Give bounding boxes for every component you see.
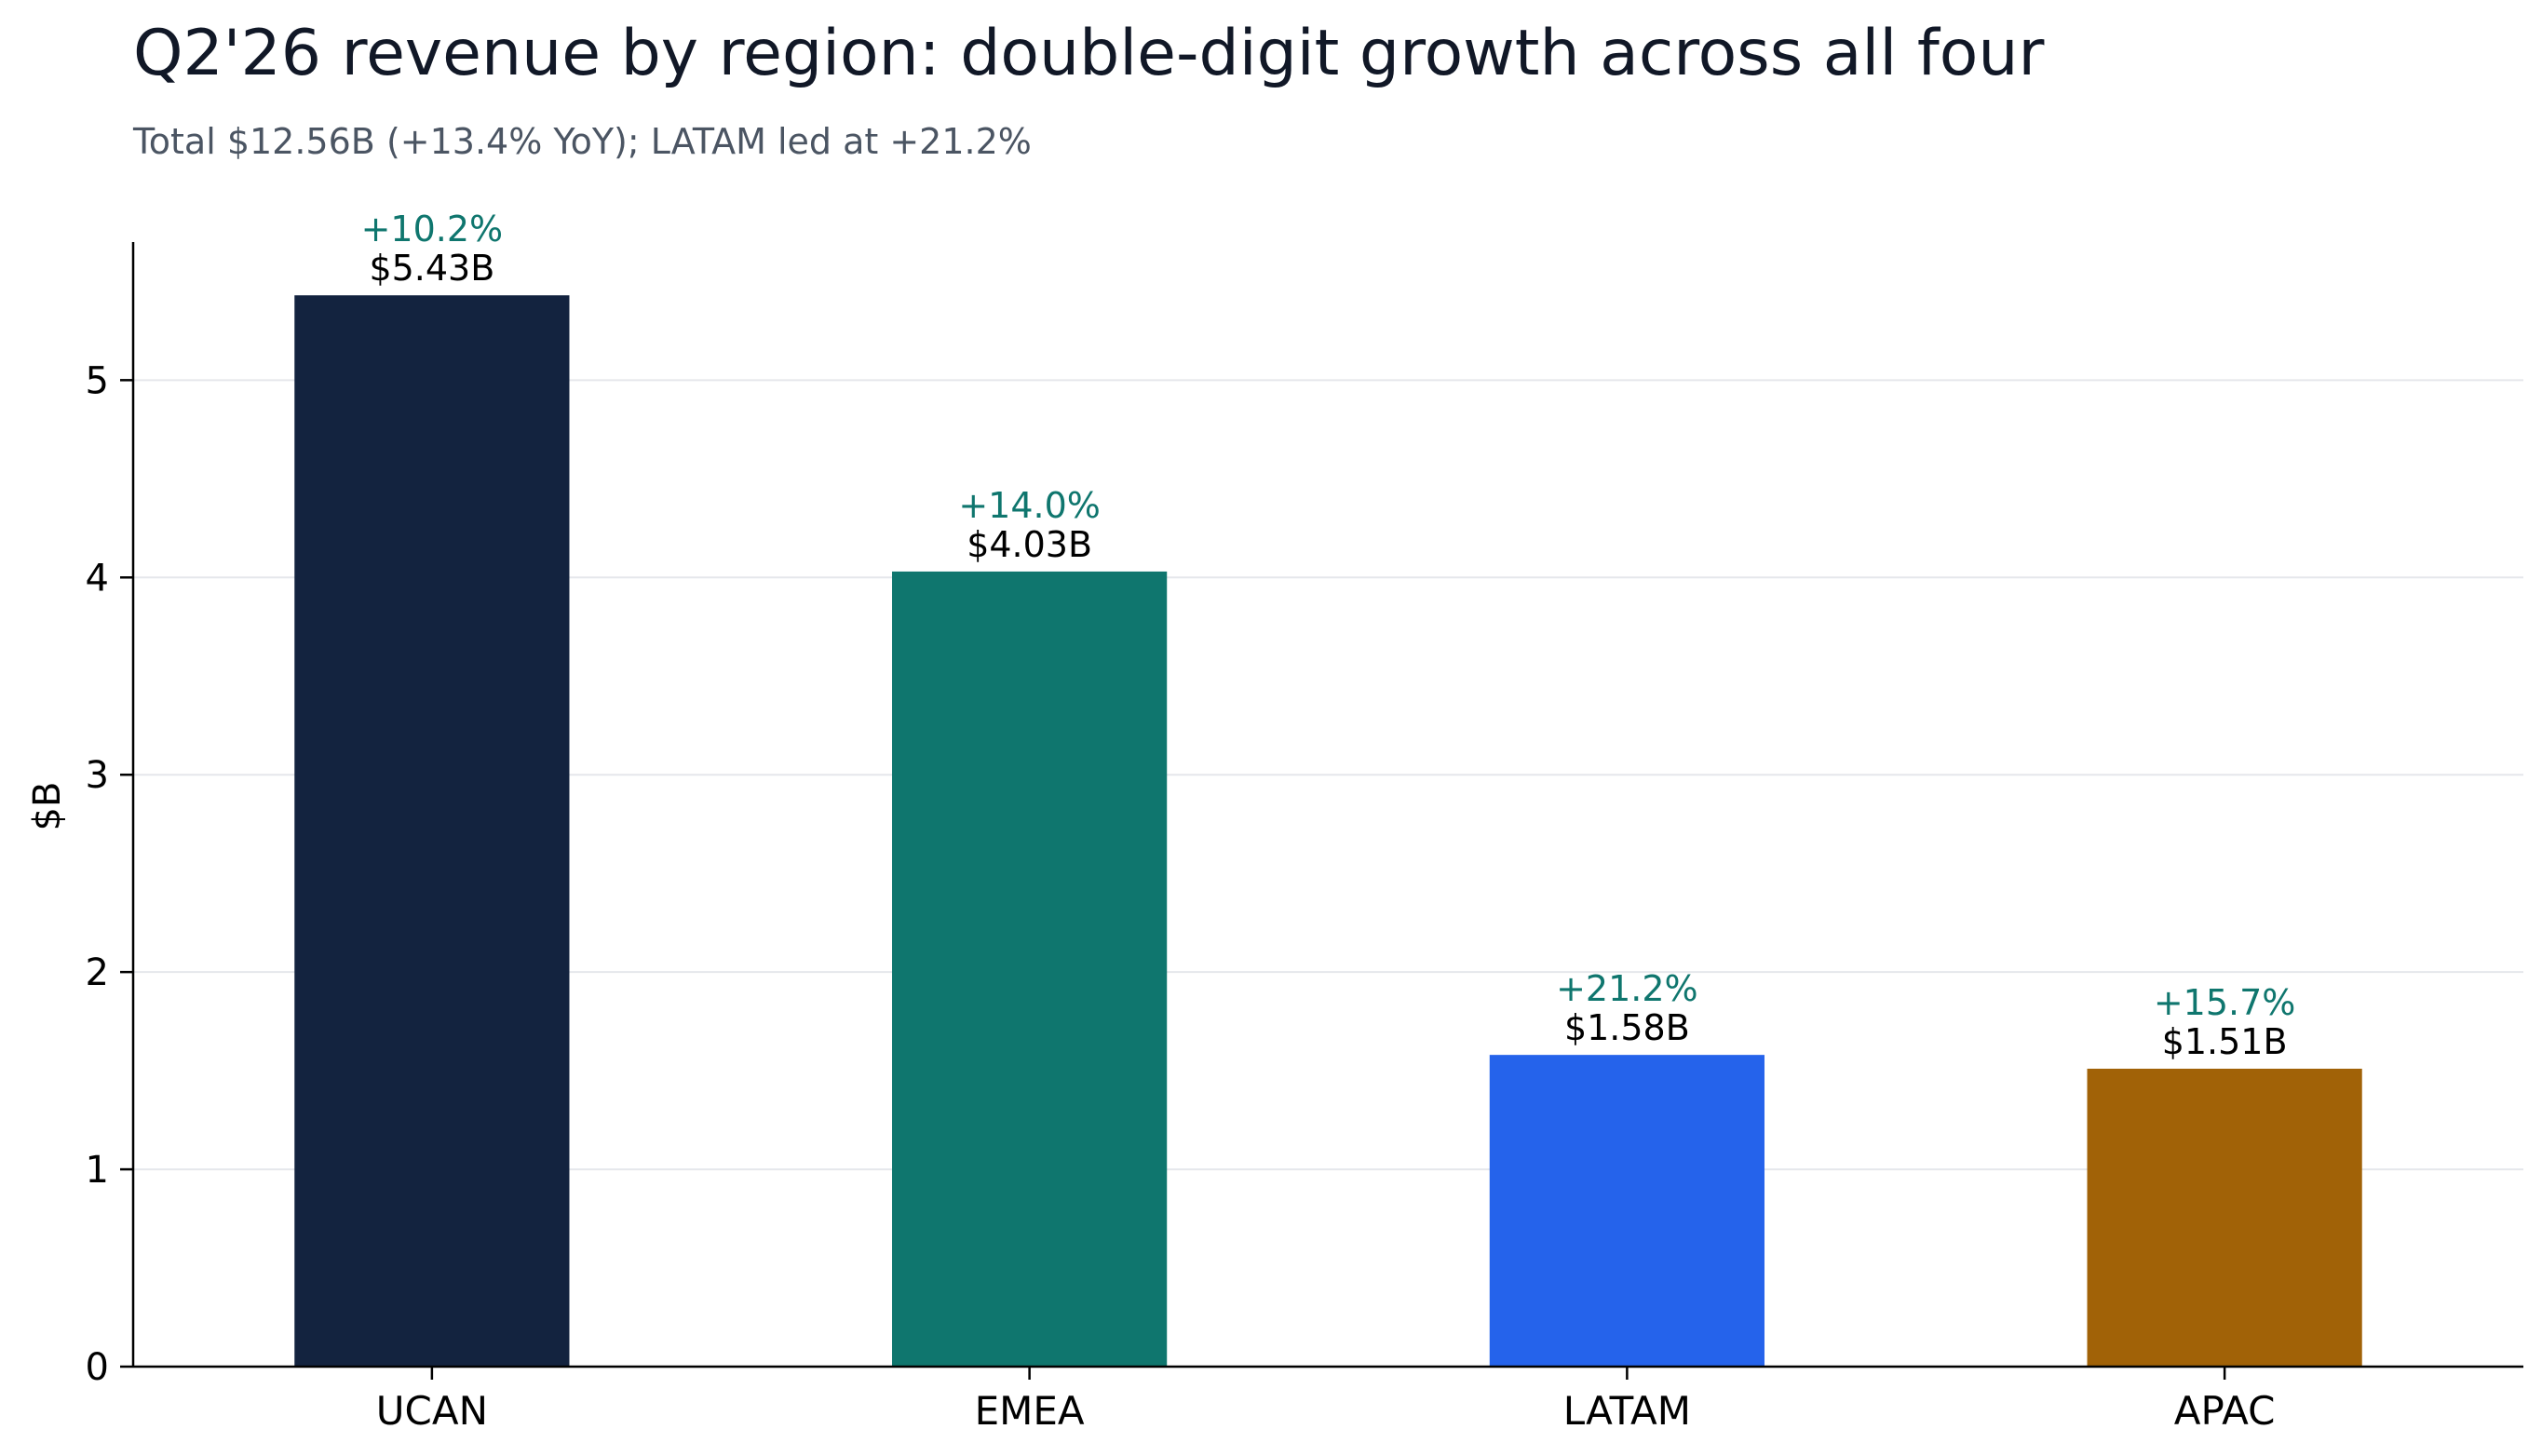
bar-emea	[892, 571, 1168, 1367]
y-tick-label-0: 0	[86, 1346, 109, 1389]
growth-label-emea: +14.0%	[958, 485, 1101, 526]
x-tick-label-emea: EMEA	[975, 1388, 1085, 1434]
value-label-latam: $1.58B	[1564, 1007, 1690, 1048]
chart-title: Q2'26 revenue by region: double-digit gr…	[133, 17, 2045, 90]
value-label-ucan: $5.43B	[369, 248, 494, 289]
y-tick-label-5: 5	[86, 359, 109, 402]
y-tick-label-4: 4	[86, 557, 109, 600]
data-labels: $5.43B+10.2% $4.03B+14.0% $1.58B+21.2% $1.5…	[361, 209, 2296, 1062]
value-label-emea: $4.03B	[967, 524, 1092, 565]
y-tick-label-1: 1	[86, 1149, 109, 1192]
y-tick-label-2: 2	[86, 951, 109, 994]
y-axis-label: $B	[26, 782, 69, 831]
growth-label-apac: +15.7%	[2154, 982, 2296, 1023]
bars	[294, 295, 2362, 1367]
y-tick-label-3: 3	[86, 754, 109, 797]
axes: 0 1 2 3 4 5 UCAN EMEA LATAM APAC	[86, 242, 2523, 1434]
x-tick-label-ucan: UCAN	[376, 1388, 488, 1434]
x-tick-label-apac: APAC	[2174, 1388, 2276, 1434]
value-label-apac: $1.51B	[2162, 1021, 2288, 1062]
growth-label-ucan: +10.2%	[361, 209, 504, 249]
bar-apac	[2087, 1068, 2362, 1367]
chart-subtitle: Total $12.56B (+13.4% YoY); LATAM led at…	[133, 121, 1032, 162]
bar-ucan	[294, 295, 570, 1367]
growth-label-latam: +21.2%	[1556, 968, 1698, 1009]
x-tick-label-latam: LATAM	[1563, 1388, 1691, 1434]
bar-latam	[1489, 1055, 1765, 1367]
